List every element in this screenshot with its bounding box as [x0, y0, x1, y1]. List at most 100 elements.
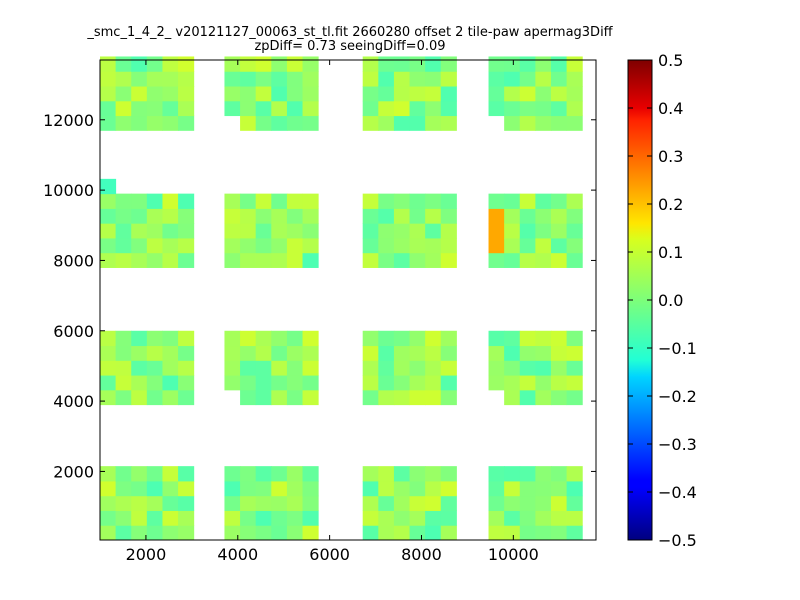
heatmap-cell — [271, 252, 288, 268]
heatmap-cell — [162, 480, 179, 497]
heatmap-cell — [519, 466, 536, 482]
heatmap-cell — [409, 466, 426, 482]
heatmap-cell — [566, 100, 583, 117]
heatmap-cell — [178, 252, 195, 268]
heatmap-cell — [378, 193, 395, 209]
heatmap-cell — [535, 389, 552, 406]
heatmap-cell — [115, 223, 132, 239]
heatmap-cell — [146, 86, 163, 102]
colorbar-tick-label: −0.5 — [658, 531, 697, 550]
heatmap-cell — [519, 360, 536, 376]
heatmap-cell — [425, 375, 442, 391]
heatmap-cell — [178, 208, 195, 224]
heatmap-cell — [302, 86, 319, 102]
heatmap-cell — [255, 510, 272, 526]
heatmap-cell — [224, 360, 241, 376]
heatmap-cell — [362, 375, 379, 391]
heatmap-cell — [240, 193, 257, 209]
heatmap-cell — [271, 86, 288, 102]
heatmap-cell — [378, 71, 395, 87]
heatmap-cell — [131, 466, 148, 482]
x-axis: 2000 4000 6000 8000 10000 — [126, 60, 539, 564]
heatmap-cell — [425, 495, 442, 511]
heatmap-cell — [409, 100, 426, 117]
heatmap-cell — [409, 510, 426, 526]
heatmap-cell — [224, 480, 241, 497]
heatmap-cell — [519, 56, 536, 72]
heatmap-cell — [550, 510, 568, 526]
heatmap-cell — [550, 480, 568, 497]
x-tick-label: 10000 — [488, 545, 539, 564]
heatmap-cell — [255, 375, 272, 391]
heatmap-cell — [162, 495, 179, 511]
heatmap-cell — [566, 86, 583, 102]
heatmap-cell — [378, 115, 395, 131]
heatmap-cell — [271, 360, 288, 376]
heatmap-cell — [286, 56, 304, 72]
heatmap-cell — [393, 223, 411, 239]
heatmap-cell — [535, 360, 552, 376]
heatmap-cell — [566, 330, 583, 347]
heatmap-cell — [504, 495, 521, 511]
heatmap-cell — [302, 115, 319, 131]
heatmap-cell — [146, 360, 163, 376]
heatmap-cell — [488, 252, 505, 268]
heatmap-cell — [425, 237, 442, 254]
heatmap-cell — [162, 208, 179, 224]
heatmap-cell — [566, 252, 583, 268]
heatmap-cell — [378, 100, 395, 117]
heatmap-cell — [286, 115, 304, 131]
heatmap-cell — [362, 56, 379, 72]
heatmap-cell — [146, 115, 163, 131]
colorbar-tick-label: 0.0 — [658, 291, 683, 310]
heatmap-cell — [440, 56, 457, 72]
heatmap-cell — [146, 71, 163, 87]
heatmap-cell — [286, 480, 304, 497]
x-tick-label: 6000 — [309, 545, 350, 564]
heatmap-cell — [425, 208, 442, 224]
heatmap-cell — [488, 223, 505, 239]
heatmap-cell — [378, 252, 395, 268]
heatmap-cell — [519, 252, 536, 268]
heatmap-cell — [131, 330, 148, 347]
heatmap-cell — [302, 56, 319, 72]
heatmap-cell — [240, 495, 257, 511]
heatmap-cell — [393, 525, 411, 541]
heatmap-cell — [409, 330, 426, 347]
heatmap-cell — [286, 100, 304, 117]
y-tick-label: 2000 — [53, 462, 94, 481]
heatmap-cell — [504, 115, 521, 131]
heatmap-cell — [535, 71, 552, 87]
heatmap-cell — [271, 115, 288, 131]
heatmap-cell — [131, 480, 148, 497]
heatmap-cell — [100, 223, 117, 239]
heatmap-cell — [535, 237, 552, 254]
heatmap-cell — [535, 223, 552, 239]
heatmap-cell — [224, 345, 241, 361]
heatmap-cell — [378, 208, 395, 224]
heatmap-cell — [393, 389, 411, 406]
heatmap-cell — [425, 360, 442, 376]
heatmap-cell — [240, 100, 257, 117]
heatmap-cell — [162, 360, 179, 376]
heatmap-cell — [178, 237, 195, 254]
heatmap-cell — [100, 495, 117, 511]
heatmap-cell — [409, 56, 426, 72]
colorbar-tick-label: −0.3 — [658, 435, 697, 454]
colorbar-tick-label: 0.3 — [658, 147, 683, 166]
heatmap-cell — [286, 193, 304, 209]
heatmap-cell — [440, 71, 457, 87]
heatmap-cell — [488, 100, 505, 117]
heatmap-cell — [302, 360, 319, 376]
heatmap-cell — [440, 480, 457, 497]
heatmap-cell — [302, 510, 319, 526]
heatmap-cell — [255, 100, 272, 117]
heatmap-cell — [535, 193, 552, 209]
heatmap-cell — [504, 252, 521, 268]
heatmap-cell — [440, 360, 457, 376]
heatmap-cell — [440, 223, 457, 239]
heatmap-cell — [240, 237, 257, 254]
heatmap-cell — [550, 252, 568, 268]
heatmap-cell — [440, 237, 457, 254]
heatmap-cell — [550, 71, 568, 87]
